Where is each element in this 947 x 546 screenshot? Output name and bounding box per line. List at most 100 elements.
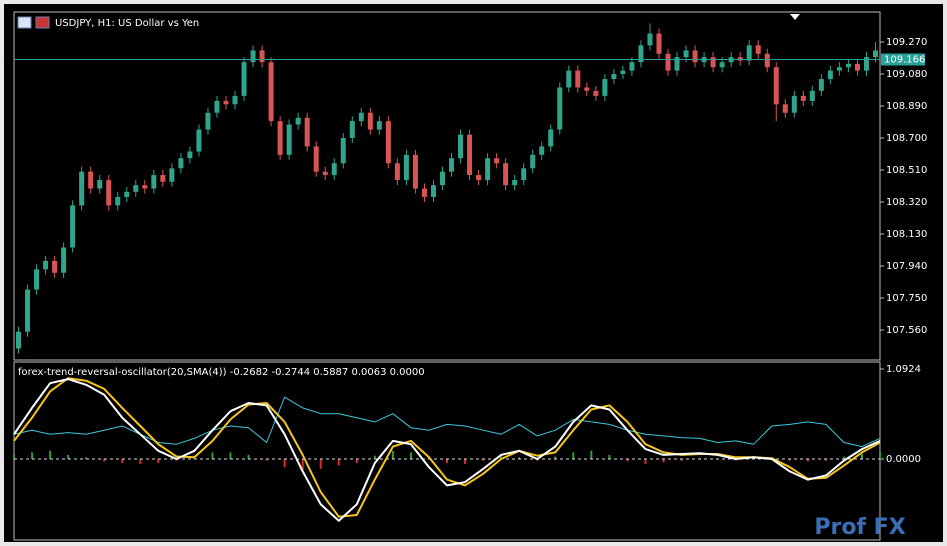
candle-body (548, 129, 554, 147)
candle-body (665, 53, 671, 71)
candle-body (241, 62, 247, 96)
candle-body (710, 57, 716, 68)
watermark: Prof FX (814, 515, 905, 540)
candle-body (683, 50, 689, 58)
candle-body (449, 158, 455, 172)
candle-body (458, 134, 464, 159)
candle-body (485, 158, 491, 181)
candle-body (277, 121, 283, 155)
candle-body (692, 50, 698, 63)
y-tick-label: 107.940 (886, 261, 927, 272)
candle-body (539, 146, 545, 155)
candle-body (503, 163, 509, 186)
chart-background (4, 4, 943, 542)
oscillator-line (13, 396, 881, 448)
candle-body (232, 95, 238, 105)
candle-body (773, 67, 779, 105)
candle-body (719, 62, 725, 68)
y-tick-label: 108.700 (886, 133, 927, 144)
candle-body (25, 289, 31, 332)
candle-body (530, 154, 536, 169)
candle-body (782, 104, 788, 113)
candle-body (674, 57, 680, 71)
candle-body (358, 112, 364, 122)
oscillator-line (13, 378, 881, 522)
candle-body (611, 73, 617, 80)
candle-body (187, 151, 193, 159)
candle-body (97, 180, 103, 189)
y-tick-label: 0.0000 (886, 454, 921, 465)
y-tick-label: 107.560 (886, 325, 927, 336)
candle-body (421, 188, 427, 197)
candle-body (169, 168, 175, 182)
candle-body (602, 79, 608, 96)
candle-body (250, 50, 256, 63)
candle-body (836, 67, 842, 71)
candle-body (638, 45, 644, 63)
candle-body (61, 247, 67, 273)
icon-flag (35, 16, 50, 29)
candle-body (575, 70, 581, 88)
y-tick-label: 1.0924 (886, 364, 921, 375)
candle-body (494, 158, 500, 164)
y-tick-label: 109.080 (886, 69, 927, 80)
oscillator-panel-border (13, 361, 881, 541)
candle-body (16, 331, 22, 349)
candle-body (818, 79, 824, 91)
candle-body (557, 87, 563, 130)
candle-body (196, 129, 202, 152)
candle-body (647, 33, 653, 46)
candle-body (70, 205, 76, 248)
candle-body (322, 171, 328, 176)
candle-body (566, 70, 572, 88)
candle-body (755, 45, 761, 54)
candle-body (43, 260, 49, 270)
candle-body (115, 196, 121, 206)
candle-body (476, 175, 482, 181)
candle-body (764, 53, 770, 68)
y-tick-label: 108.890 (886, 101, 927, 112)
candle-body (403, 154, 409, 181)
candle-body (512, 180, 518, 186)
candle-body (214, 100, 220, 113)
candle-body (593, 90, 599, 96)
candle-body (88, 171, 94, 189)
price-label: 109.166 (884, 55, 925, 66)
candle-body (313, 146, 319, 172)
candle-body (620, 70, 626, 74)
candle-body (584, 87, 590, 91)
candle-body (791, 95, 797, 113)
candle-body (367, 112, 373, 130)
candle-body (286, 124, 292, 155)
candle-body (205, 112, 211, 130)
candle-body (439, 171, 445, 186)
chart-title: USDJPY, H1: US Dollar vs Yen (55, 18, 199, 29)
candle-body (295, 117, 301, 125)
y-tick-label: 109.270 (886, 37, 927, 48)
shift-marker (790, 14, 800, 20)
y-tick-label: 108.320 (886, 197, 927, 208)
candle-body (52, 260, 58, 273)
candle-body (854, 63, 860, 71)
candle-body (385, 121, 391, 164)
candle-body (827, 70, 833, 80)
candle-body (656, 33, 662, 54)
indicator-title: forex-trend-reversal-oscillator(20,SMA(4… (18, 367, 425, 378)
candle-body (629, 62, 635, 71)
candle-body (79, 171, 85, 206)
price-label-box (881, 53, 925, 66)
candle-body (223, 100, 229, 105)
candle-body (268, 62, 274, 122)
candle-body (142, 185, 148, 189)
candle-body (331, 163, 337, 176)
candle-body (34, 269, 40, 290)
candle-body (304, 117, 310, 147)
main-panel-border (13, 11, 881, 361)
candle-body (106, 180, 112, 206)
candle-body (800, 95, 806, 101)
candle-body (467, 134, 473, 176)
candle-body (340, 137, 346, 164)
y-tick-label: 108.130 (886, 229, 927, 240)
candle-body (160, 175, 166, 182)
